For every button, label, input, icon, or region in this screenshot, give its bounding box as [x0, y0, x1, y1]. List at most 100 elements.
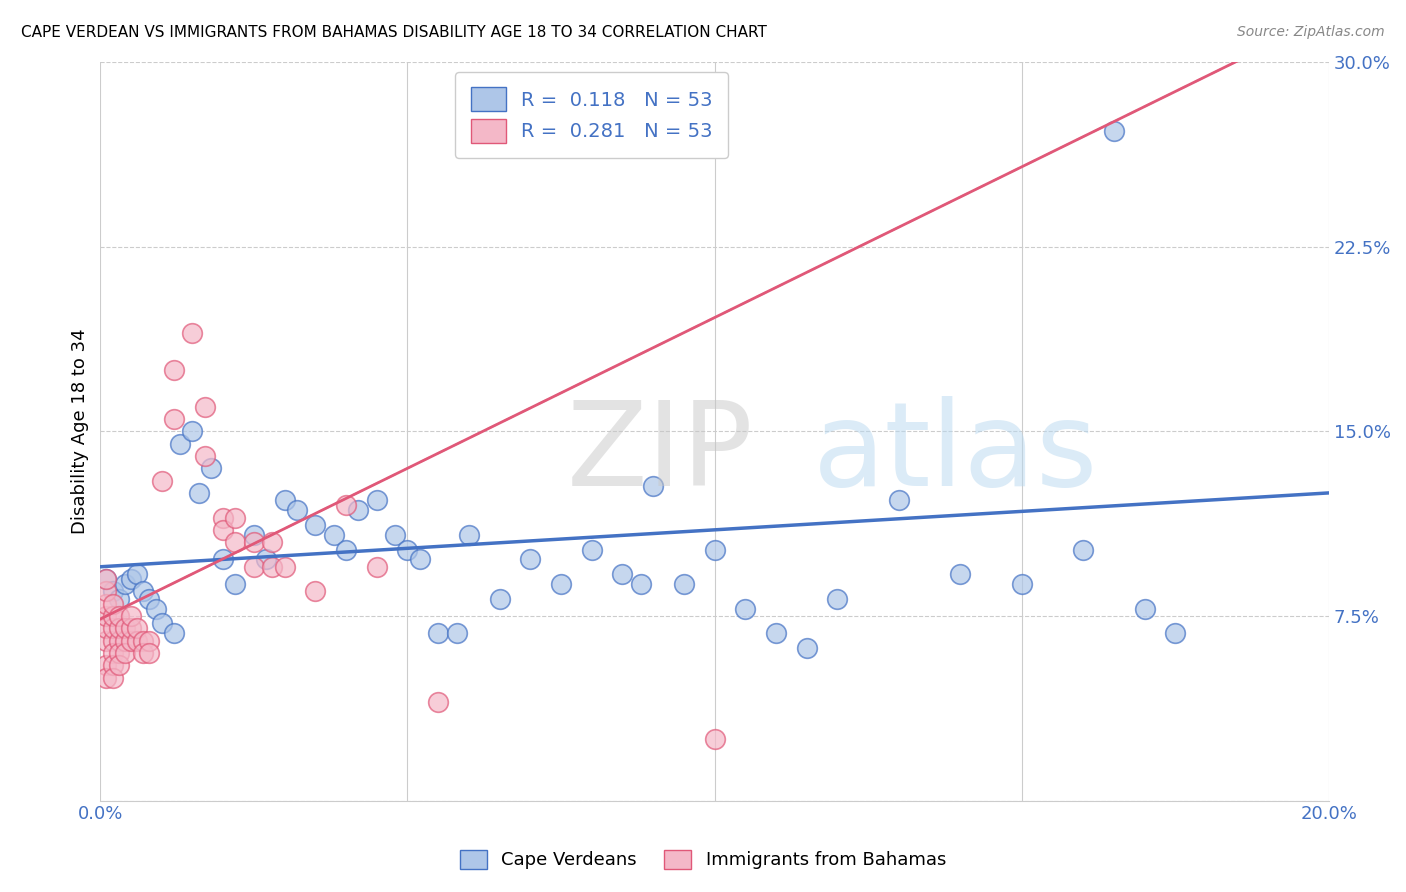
Point — [127, 567, 149, 582]
Point — [643, 478, 665, 492]
Point — [446, 626, 468, 640]
Point — [132, 633, 155, 648]
Point — [796, 640, 818, 655]
Point — [488, 591, 510, 606]
Point — [96, 671, 118, 685]
Point — [132, 584, 155, 599]
Point — [107, 633, 129, 648]
Point — [96, 572, 118, 586]
Point — [347, 503, 370, 517]
Point — [887, 493, 910, 508]
Point — [138, 633, 160, 648]
Point — [127, 621, 149, 635]
Point — [212, 510, 235, 524]
Point — [138, 646, 160, 660]
Point — [96, 584, 118, 599]
Point — [366, 493, 388, 508]
Point — [132, 646, 155, 660]
Point — [581, 542, 603, 557]
Point — [194, 400, 217, 414]
Point — [1011, 577, 1033, 591]
Point — [262, 535, 284, 549]
Point — [163, 626, 186, 640]
Point — [114, 577, 136, 591]
Text: CAPE VERDEAN VS IMMIGRANTS FROM BAHAMAS DISABILITY AGE 18 TO 34 CORRELATION CHAR: CAPE VERDEAN VS IMMIGRANTS FROM BAHAMAS … — [21, 25, 766, 40]
Point — [96, 597, 118, 611]
Point — [224, 510, 246, 524]
Point — [262, 559, 284, 574]
Point — [243, 559, 266, 574]
Point — [181, 425, 204, 439]
Point — [212, 552, 235, 566]
Point — [409, 552, 432, 566]
Point — [285, 503, 308, 517]
Point — [612, 567, 634, 582]
Point — [550, 124, 572, 138]
Point — [107, 591, 129, 606]
Point — [120, 572, 142, 586]
Text: atlas: atlas — [813, 396, 1098, 511]
Point — [101, 609, 124, 624]
Point — [187, 486, 209, 500]
Point — [120, 621, 142, 635]
Point — [114, 633, 136, 648]
Text: ZIP: ZIP — [567, 396, 754, 511]
Point — [101, 646, 124, 660]
Point — [457, 528, 479, 542]
Point — [163, 412, 186, 426]
Point — [101, 621, 124, 635]
Point — [96, 572, 118, 586]
Point — [114, 646, 136, 660]
Point — [550, 577, 572, 591]
Point — [273, 493, 295, 508]
Point — [1071, 542, 1094, 557]
Point — [1133, 601, 1156, 615]
Point — [630, 577, 652, 591]
Point — [101, 597, 124, 611]
Point — [138, 591, 160, 606]
Point — [181, 326, 204, 340]
Point — [96, 621, 118, 635]
Point — [1102, 124, 1125, 138]
Point — [114, 621, 136, 635]
Point — [304, 517, 326, 532]
Point — [101, 658, 124, 673]
Point — [827, 591, 849, 606]
Point — [703, 542, 725, 557]
Point — [335, 498, 357, 512]
Point — [366, 559, 388, 574]
Point — [107, 609, 129, 624]
Point — [243, 535, 266, 549]
Point — [224, 535, 246, 549]
Point — [107, 621, 129, 635]
Legend: Cape Verdeans, Immigrants from Bahamas: Cape Verdeans, Immigrants from Bahamas — [451, 841, 955, 879]
Point — [672, 577, 695, 591]
Point — [200, 461, 222, 475]
Y-axis label: Disability Age 18 to 34: Disability Age 18 to 34 — [72, 328, 89, 534]
Point — [703, 732, 725, 747]
Point — [384, 528, 406, 542]
Point — [145, 601, 167, 615]
Point — [224, 577, 246, 591]
Point — [101, 584, 124, 599]
Point — [212, 523, 235, 537]
Point — [949, 567, 972, 582]
Point — [169, 436, 191, 450]
Point — [427, 695, 450, 709]
Point — [150, 616, 173, 631]
Point — [519, 552, 541, 566]
Point — [150, 474, 173, 488]
Point — [96, 633, 118, 648]
Point — [163, 363, 186, 377]
Point — [96, 658, 118, 673]
Point — [304, 584, 326, 599]
Text: Source: ZipAtlas.com: Source: ZipAtlas.com — [1237, 25, 1385, 39]
Point — [765, 626, 787, 640]
Point — [107, 658, 129, 673]
Point — [322, 528, 344, 542]
Point — [194, 449, 217, 463]
Point — [734, 601, 756, 615]
Legend: R =  0.118   N = 53, R =  0.281   N = 53: R = 0.118 N = 53, R = 0.281 N = 53 — [456, 72, 728, 158]
Point — [127, 633, 149, 648]
Point — [120, 633, 142, 648]
